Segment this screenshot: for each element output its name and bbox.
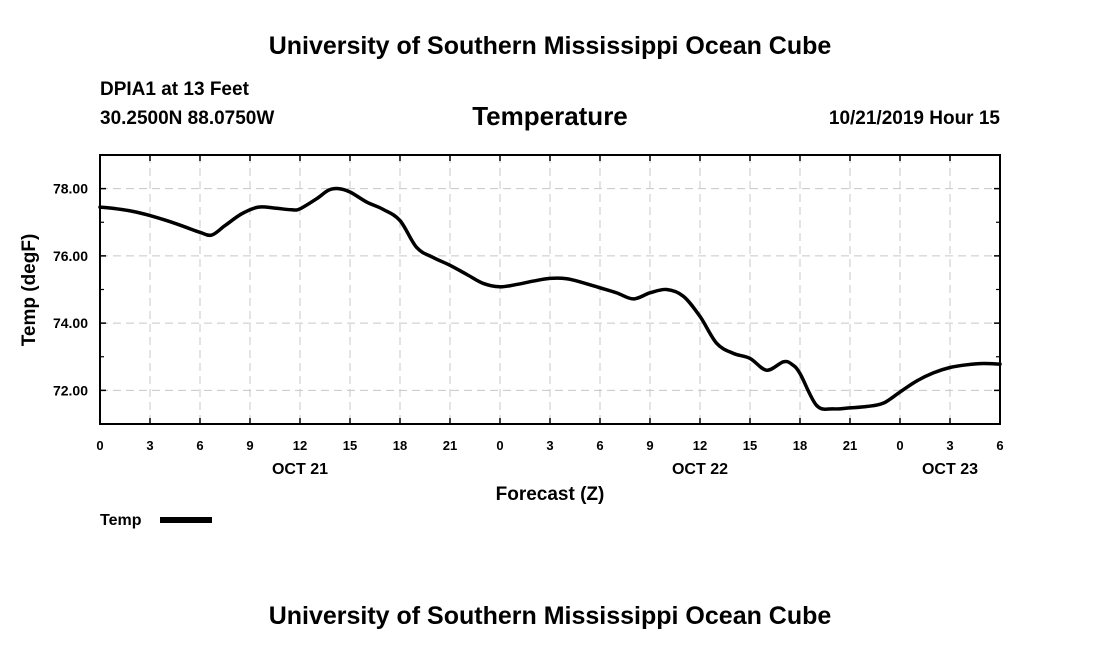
x-tick-label: 0 <box>496 438 503 453</box>
coordinates-label: 30.2500N 88.0750W <box>100 108 274 129</box>
x-tick-label: 15 <box>743 438 757 453</box>
x-tick-label: 3 <box>946 438 953 453</box>
chart-title: Temperature <box>472 101 628 131</box>
x-tick-label: 6 <box>596 438 603 453</box>
plot-frame <box>99 154 1001 425</box>
x-tick-label: 9 <box>246 438 253 453</box>
x-tick-label: 0 <box>96 438 103 453</box>
date-label: OCT 22 <box>672 461 728 478</box>
x-tick-label: 12 <box>293 438 307 453</box>
x-tick-labels: 0 3 6 9 12 15 18 21 0 3 6 9 12 15 18 21 0 3 6 <box>96 438 1003 453</box>
x-tick-label: 3 <box>546 438 553 453</box>
x-axis-label: Forecast (Z) <box>496 484 605 505</box>
y-tick-label: 74.00 <box>53 315 88 331</box>
x-tick-label: 3 <box>146 438 153 453</box>
x-tick-label: 21 <box>843 438 857 453</box>
x-tick-label: 21 <box>443 438 457 453</box>
x-tick-label: 12 <box>693 438 707 453</box>
x-tick-label: 9 <box>646 438 653 453</box>
x-tick-label: 15 <box>343 438 357 453</box>
top-title: University of Southern Mississippi Ocean… <box>269 32 832 60</box>
y-tick-label: 76.00 <box>53 248 88 264</box>
y-axis-label: Temp (degF) <box>19 234 40 347</box>
x-tick-label: 18 <box>393 438 407 453</box>
date-labels: OCT 21 OCT 22 OCT 23 <box>272 461 978 478</box>
x-tick-label: 0 <box>896 438 903 453</box>
series-line-temp <box>98 186 1002 411</box>
date-label: OCT 23 <box>922 461 978 478</box>
bottom-title: University of Southern Mississippi Ocean… <box>269 602 832 630</box>
station-label: DPIA1 at 13 Feet <box>100 79 250 100</box>
date-label: OCT 21 <box>272 461 328 478</box>
legend-label: Temp <box>100 512 142 529</box>
x-tick-label: 6 <box>996 438 1003 453</box>
y-tick-label: 78.00 <box>53 181 88 197</box>
x-tick-label: 6 <box>196 438 203 453</box>
grid-lines <box>100 155 1000 424</box>
x-tick-label: 18 <box>793 438 807 453</box>
timestamp-label: 10/21/2019 Hour 15 <box>829 108 1001 129</box>
y-tick-labels: 72.00 74.00 76.00 78.00 <box>53 181 88 399</box>
y-tick-label: 72.00 <box>53 382 88 398</box>
